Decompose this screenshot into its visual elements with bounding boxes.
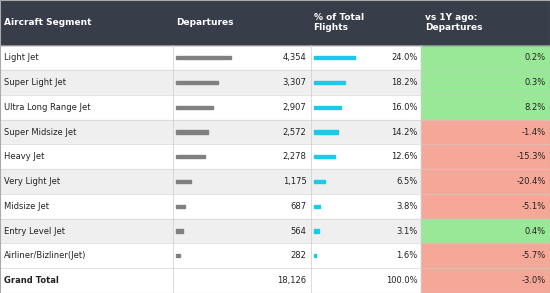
Text: 2,907: 2,907	[283, 103, 306, 112]
Bar	[314, 130, 338, 134]
Text: 16.0%: 16.0%	[391, 103, 417, 112]
Bar	[421, 194, 550, 219]
Text: 3,307: 3,307	[282, 78, 306, 87]
Text: Aircraft Segment: Aircraft Segment	[4, 18, 92, 27]
Text: 282: 282	[290, 251, 306, 260]
Text: 18.2%: 18.2%	[391, 78, 417, 87]
Text: 3.8%: 3.8%	[396, 202, 417, 211]
Bar	[421, 219, 550, 243]
Text: % of Total
Flights: % of Total Flights	[314, 13, 364, 33]
Bar	[0, 194, 421, 219]
Text: Departures: Departures	[176, 18, 234, 27]
Bar	[314, 205, 320, 208]
Bar	[176, 155, 205, 159]
Text: 1.6%: 1.6%	[396, 251, 417, 260]
Bar	[0, 219, 421, 243]
Bar	[421, 95, 550, 120]
Text: -20.4%: -20.4%	[516, 177, 546, 186]
Bar	[0, 243, 421, 268]
Bar	[0, 268, 421, 293]
Bar	[314, 81, 345, 84]
Text: vs 1Y ago:
Departures: vs 1Y ago: Departures	[425, 13, 483, 33]
Bar	[0, 45, 421, 70]
Text: 2,572: 2,572	[283, 127, 306, 137]
Bar	[0, 0, 550, 45]
Text: 687: 687	[290, 202, 306, 211]
Text: Grand Total: Grand Total	[4, 276, 59, 285]
Text: 0.3%: 0.3%	[524, 78, 546, 87]
Bar	[176, 56, 231, 59]
Text: 12.6%: 12.6%	[391, 152, 417, 161]
Bar	[0, 120, 421, 144]
Text: -3.0%: -3.0%	[521, 276, 546, 285]
Text: 8.2%: 8.2%	[524, 103, 546, 112]
Bar	[421, 169, 550, 194]
Text: 6.5%: 6.5%	[396, 177, 417, 186]
Bar	[314, 155, 335, 159]
Bar	[176, 229, 183, 233]
Bar	[314, 106, 341, 109]
Text: Entry Level Jet: Entry Level Jet	[4, 226, 65, 236]
Bar	[0, 95, 421, 120]
Text: 24.0%: 24.0%	[391, 53, 417, 62]
Text: 2,278: 2,278	[283, 152, 306, 161]
Text: Heavy Jet: Heavy Jet	[4, 152, 45, 161]
Text: -1.4%: -1.4%	[521, 127, 546, 137]
Text: 0.4%: 0.4%	[525, 226, 546, 236]
Bar	[176, 254, 179, 258]
Bar	[0, 144, 421, 169]
Bar	[314, 254, 316, 258]
Text: 0.2%: 0.2%	[525, 53, 546, 62]
Text: 4,354: 4,354	[283, 53, 306, 62]
Bar	[176, 106, 213, 109]
Bar	[314, 229, 319, 233]
Text: Very Light Jet: Very Light Jet	[4, 177, 60, 186]
Bar	[176, 130, 208, 134]
Bar	[0, 169, 421, 194]
Bar	[314, 56, 355, 59]
Bar	[421, 70, 550, 95]
Text: Super Midsize Jet: Super Midsize Jet	[4, 127, 77, 137]
Text: -15.3%: -15.3%	[516, 152, 546, 161]
Text: 564: 564	[290, 226, 306, 236]
Bar	[0, 70, 421, 95]
Text: 1,175: 1,175	[283, 177, 306, 186]
Bar	[421, 268, 550, 293]
Text: 100.0%: 100.0%	[386, 276, 417, 285]
Bar	[421, 243, 550, 268]
Bar	[176, 81, 218, 84]
Text: Airliner/Bizliner(Jet): Airliner/Bizliner(Jet)	[4, 251, 87, 260]
Text: Super Light Jet: Super Light Jet	[4, 78, 67, 87]
Text: Midsize Jet: Midsize Jet	[4, 202, 49, 211]
Text: Ultra Long Range Jet: Ultra Long Range Jet	[4, 103, 91, 112]
Bar	[314, 180, 324, 183]
Bar	[176, 180, 191, 183]
Bar	[421, 120, 550, 144]
Text: -5.7%: -5.7%	[521, 251, 546, 260]
Bar	[421, 144, 550, 169]
Bar	[176, 205, 185, 208]
Text: 18,126: 18,126	[277, 276, 306, 285]
Text: 14.2%: 14.2%	[391, 127, 417, 137]
Bar	[421, 45, 550, 70]
Text: 3.1%: 3.1%	[396, 226, 417, 236]
Text: Light Jet: Light Jet	[4, 53, 39, 62]
Text: -5.1%: -5.1%	[521, 202, 546, 211]
